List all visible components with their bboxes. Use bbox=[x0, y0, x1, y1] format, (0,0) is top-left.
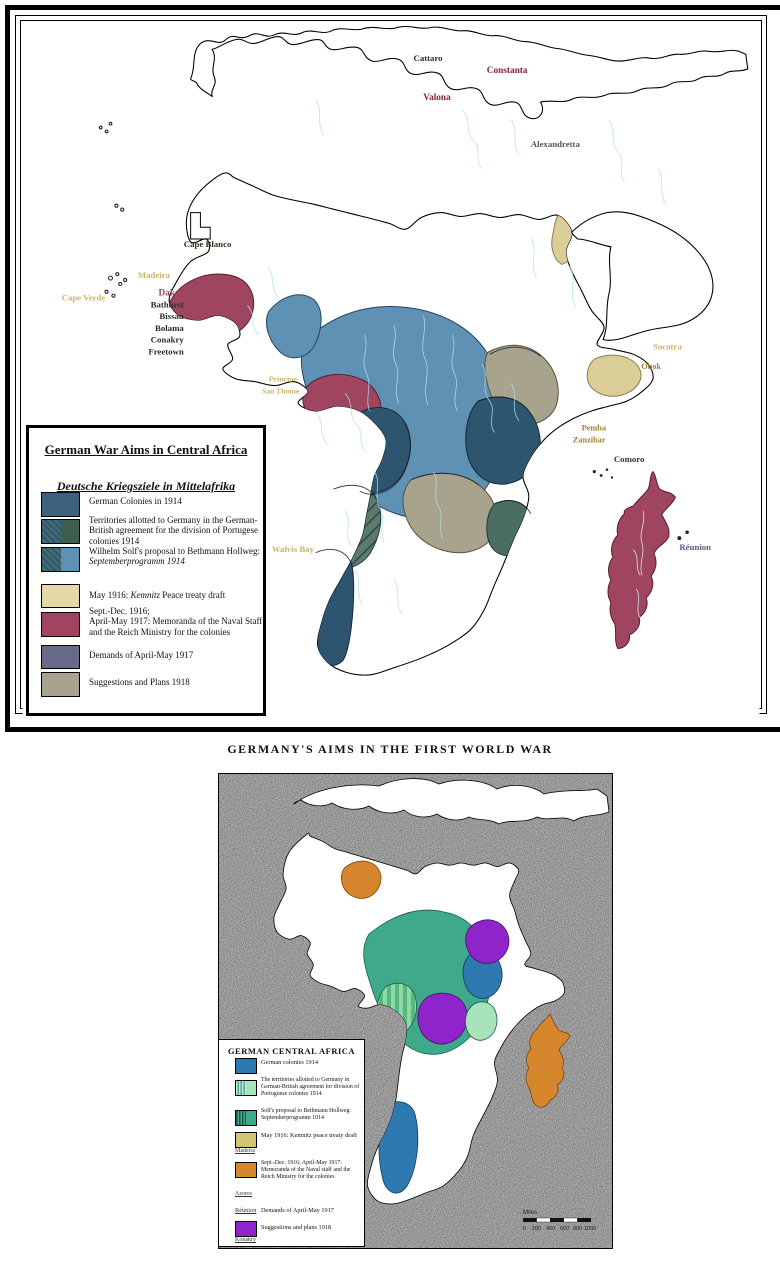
svg-text:Cape Blanco: Cape Blanco bbox=[184, 239, 232, 249]
svg-text:400: 400 bbox=[546, 1226, 555, 1232]
svg-text:600: 600 bbox=[560, 1226, 569, 1232]
svg-text:Constanta: Constanta bbox=[487, 66, 528, 76]
svg-text:Bissau: Bissau bbox=[159, 311, 184, 321]
svg-text:Obok: Obok bbox=[641, 362, 661, 371]
svg-text:Pemba: Pemba bbox=[582, 424, 607, 433]
svg-text:Madeira: Madeira bbox=[138, 270, 171, 280]
svg-text:Cattaro: Cattaro bbox=[413, 53, 443, 63]
svg-text:Sao Thome: Sao Thome bbox=[262, 386, 300, 395]
svg-text:Zanzibar: Zanzibar bbox=[573, 435, 606, 444]
svg-text:Réunion: Réunion bbox=[679, 542, 711, 552]
svg-text:Alexandretta: Alexandretta bbox=[531, 139, 581, 149]
svg-text:Principe: Principe bbox=[269, 375, 298, 384]
svg-text:1000: 1000 bbox=[584, 1226, 596, 1232]
svg-text:800: 800 bbox=[573, 1226, 582, 1232]
svg-text:200: 200 bbox=[532, 1226, 541, 1232]
svg-text:Walvis Bay: Walvis Bay bbox=[272, 544, 315, 554]
svg-text:Socotra: Socotra bbox=[653, 341, 682, 351]
svg-text:Bolama: Bolama bbox=[155, 323, 184, 333]
svg-text:0: 0 bbox=[523, 1226, 526, 1232]
svg-text:Dakar: Dakar bbox=[159, 289, 184, 299]
svg-text:Cape Verde: Cape Verde bbox=[62, 293, 106, 303]
svg-text:Comoro: Comoro bbox=[614, 454, 645, 464]
svg-text:Miles: Miles bbox=[523, 1210, 537, 1216]
svg-text:Bathurst: Bathurst bbox=[151, 299, 184, 309]
svg-text:Freetown: Freetown bbox=[148, 346, 184, 356]
svg-text:Valona: Valona bbox=[423, 93, 451, 103]
svg-text:Conakry: Conakry bbox=[151, 335, 185, 345]
